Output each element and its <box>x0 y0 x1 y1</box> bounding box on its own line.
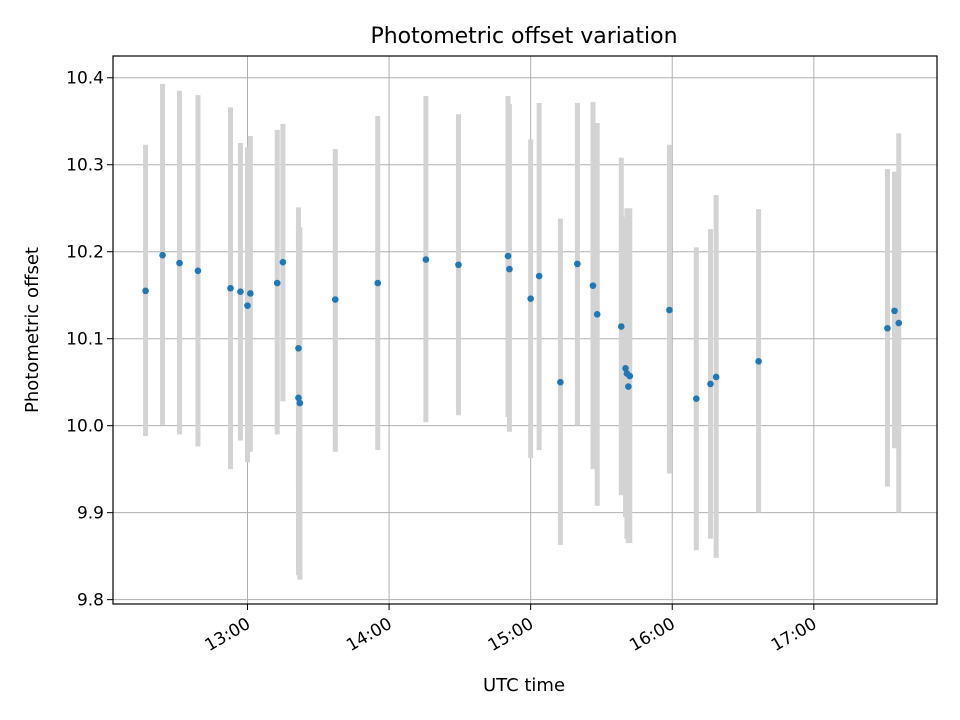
data-point <box>422 256 430 263</box>
y-axis-label: Photometric offset <box>22 247 43 413</box>
data-point <box>227 284 234 292</box>
data-point <box>296 399 304 407</box>
data-point <box>504 252 512 260</box>
data-point <box>895 319 903 327</box>
y-tick-label: 10.4 <box>66 69 104 89</box>
data-point <box>625 383 632 390</box>
y-tick-label: 9.9 <box>77 504 104 524</box>
data-point <box>237 288 244 296</box>
data-point <box>589 282 597 289</box>
data-point <box>693 395 700 403</box>
data-point <box>557 378 564 386</box>
y-tick-label: 9.8 <box>77 591 104 611</box>
data-point <box>247 290 254 297</box>
data-point <box>891 307 898 315</box>
y-tick-label: 10.2 <box>66 243 104 263</box>
data-point <box>574 260 581 268</box>
data-point <box>273 279 281 287</box>
data-point <box>455 261 462 269</box>
y-tick-label: 10.1 <box>66 330 104 350</box>
data-point <box>374 279 382 287</box>
data-point <box>617 323 625 330</box>
y-tick-label: 10.0 <box>66 417 104 437</box>
x-axis-label: UTC time <box>483 675 565 696</box>
data-point <box>527 295 534 302</box>
data-point <box>506 265 513 273</box>
data-point <box>535 272 543 280</box>
data-point <box>666 306 673 314</box>
chart-title: Photometric offset variation <box>370 24 677 49</box>
data-point <box>159 251 166 259</box>
data-point <box>593 311 601 318</box>
data-point <box>755 358 762 365</box>
data-point <box>884 324 891 332</box>
data-point <box>626 372 634 380</box>
plot-frame <box>112 55 938 605</box>
data-point <box>295 394 302 402</box>
data-points <box>142 251 903 407</box>
data-point <box>331 296 339 303</box>
y-axis-ticks: 9.8 9.9 10.0 10.1 10.2 10.3 10.4 <box>66 69 113 611</box>
data-point <box>194 267 202 275</box>
data-point <box>176 259 183 267</box>
data-point <box>142 287 149 295</box>
y-tick-label: 10.3 <box>66 156 104 176</box>
data-point <box>295 344 302 352</box>
data-point <box>244 302 251 309</box>
data-point <box>279 258 287 266</box>
data-point <box>707 380 714 388</box>
data-point <box>712 373 720 381</box>
data-point <box>622 364 629 372</box>
